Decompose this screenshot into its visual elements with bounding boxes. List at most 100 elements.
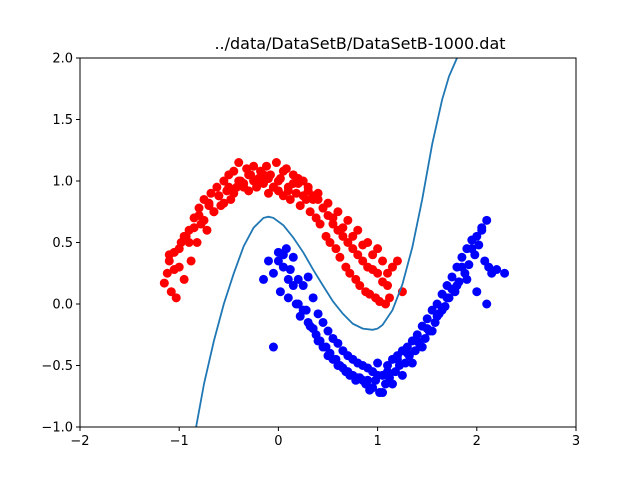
data-point-series-0 [338, 231, 348, 241]
data-point-series-1 [268, 268, 278, 278]
data-point-series-0 [333, 207, 343, 217]
data-point-series-0 [348, 231, 358, 241]
data-point-series-0 [229, 166, 239, 176]
data-point-series-1 [500, 268, 510, 278]
decision-curve-layer [195, 58, 458, 427]
data-point-series-0 [328, 219, 338, 229]
data-point-series-0 [353, 225, 363, 235]
data-point-series-1 [333, 361, 343, 370]
data-point-series-0 [164, 256, 174, 266]
data-point-series-1 [402, 348, 412, 358]
data-point-series-0 [219, 198, 229, 208]
data-point-series-1 [313, 336, 323, 346]
data-point-series-0 [199, 215, 209, 225]
data-point-series-0 [345, 268, 355, 278]
data-point-series-1 [268, 342, 278, 352]
data-point-series-0 [283, 186, 293, 196]
data-point-series-0 [323, 198, 333, 208]
data-point-series-0 [239, 182, 249, 192]
data-point-series-0 [229, 188, 239, 198]
data-point-series-1 [303, 317, 313, 327]
data-point-series-0 [305, 207, 315, 217]
data-point-series-1 [278, 250, 288, 260]
data-point-series-0 [373, 268, 383, 278]
data-point-series-0 [383, 268, 393, 278]
data-point-series-1 [412, 330, 422, 340]
data-point-series-0 [219, 176, 229, 186]
data-point-series-0 [291, 188, 301, 198]
data-point-series-0 [159, 278, 169, 288]
data-point-series-0 [368, 250, 378, 260]
data-point-series-1 [273, 256, 283, 266]
data-point-series-1 [477, 225, 487, 235]
data-point-series-0 [192, 238, 202, 247]
data-point-series-0 [204, 201, 214, 211]
data-point-series-0 [335, 252, 345, 262]
data-point-series-1 [387, 379, 397, 389]
x-axis-ticks: −2 −1 0 1 2 3 [70, 427, 580, 449]
data-point-series-0 [378, 256, 388, 266]
data-point-series-1 [410, 346, 420, 356]
data-point-series-1 [383, 361, 393, 370]
data-point-series-1 [259, 274, 269, 284]
data-point-series-1 [343, 367, 353, 377]
data-point-series-0 [179, 274, 189, 284]
data-point-series-1 [363, 375, 373, 385]
x-tick-label: 0 [274, 434, 282, 449]
data-point-series-0 [206, 188, 216, 198]
data-point-series-0 [338, 223, 348, 233]
data-point-series-0 [202, 225, 212, 235]
data-point-series-1 [378, 388, 388, 398]
data-point-series-0 [285, 194, 295, 204]
data-point-series-0 [179, 231, 189, 241]
data-point-series-1 [298, 281, 308, 291]
data-point-series-0 [295, 201, 305, 211]
data-point-series-0 [325, 238, 335, 247]
data-point-series-0 [387, 262, 397, 272]
data-point-series-1 [263, 256, 273, 266]
data-point-series-0 [308, 194, 318, 204]
data-point-series-0 [383, 281, 393, 291]
data-point-series-0 [353, 250, 363, 260]
data-point-series-0 [373, 244, 383, 254]
data-point-series-0 [254, 178, 264, 188]
data-point-series-1 [383, 367, 393, 377]
data-point-series-0 [315, 219, 325, 229]
data-point-series-0 [343, 215, 353, 225]
data-point-series-1 [407, 358, 417, 368]
data-point-series-1 [298, 305, 308, 315]
data-point-series-1 [278, 262, 288, 272]
data-point-series-0 [363, 238, 373, 247]
data-point-series-0 [234, 158, 244, 168]
scatter-points [159, 158, 510, 398]
data-point-series-1 [462, 274, 472, 284]
y-tick-label: 2.0 [52, 52, 73, 67]
x-tick-label: −1 [170, 434, 189, 449]
data-point-series-0 [355, 281, 365, 291]
data-point-series-1 [432, 299, 442, 309]
data-point-series-0 [224, 182, 234, 192]
data-point-series-1 [432, 311, 442, 321]
data-point-series-0 [358, 256, 368, 266]
data-point-series-1 [318, 317, 328, 327]
data-point-series-0 [273, 176, 283, 186]
data-point-series-0 [313, 188, 323, 198]
data-point-series-0 [271, 158, 281, 168]
data-point-series-1 [400, 358, 410, 368]
data-point-series-0 [268, 182, 278, 192]
data-point-series-1 [308, 293, 318, 303]
chart-title: ../data/DataSetB/DataSetB-1000.dat [214, 34, 505, 53]
data-point-series-0 [348, 244, 358, 254]
y-tick-label: 1.0 [52, 175, 73, 190]
y-tick-label: −0.5 [41, 359, 73, 374]
decision-boundary-curve [195, 58, 458, 427]
y-tick-label: 0.0 [52, 298, 73, 313]
data-point-series-0 [166, 287, 176, 297]
data-point-series-0 [298, 191, 308, 201]
data-point-series-1 [437, 305, 447, 315]
data-point-series-1 [293, 299, 303, 309]
data-point-series-1 [275, 287, 285, 297]
data-point-series-1 [368, 383, 378, 393]
data-point-series-1 [420, 333, 430, 343]
